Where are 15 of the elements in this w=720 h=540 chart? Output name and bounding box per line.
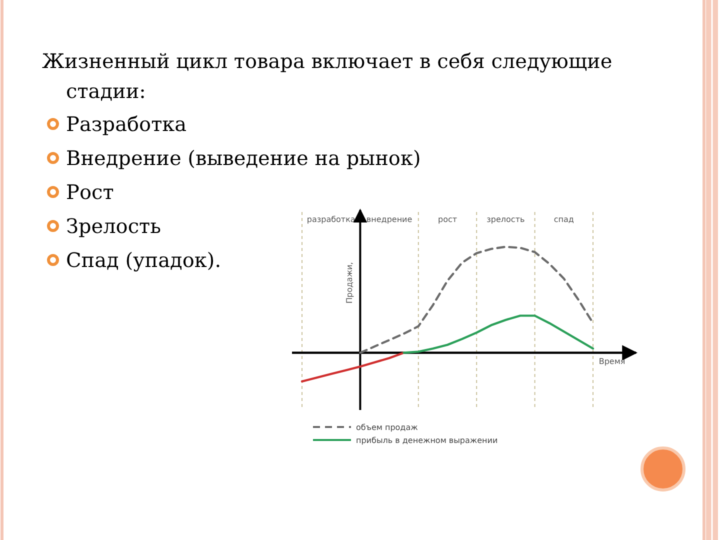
text: Спад (упадок).: [66, 248, 222, 272]
text: Зрелость: [66, 214, 162, 238]
text: Разработка: [66, 112, 187, 136]
x-tick-label: спад: [554, 215, 574, 224]
text: Внедрение (выведение на рынок): [66, 146, 421, 170]
x-axis-title: Время: [598, 356, 626, 366]
x-tick-label: зрелость: [486, 215, 525, 224]
x-tick-label: внедрение: [366, 215, 412, 224]
x-tick-label: разработка: [306, 215, 356, 224]
text: Рост: [66, 180, 114, 204]
x-tick-label: рост: [438, 215, 458, 224]
legend-label: прибыль в денежном выражении: [356, 436, 498, 445]
legend-label: объем продаж: [356, 423, 418, 432]
y-axis-title: Продажи,: [345, 262, 354, 304]
chart-title: Жизненный цикл товара включает в себя следующие стадии:: [42, 49, 612, 103]
